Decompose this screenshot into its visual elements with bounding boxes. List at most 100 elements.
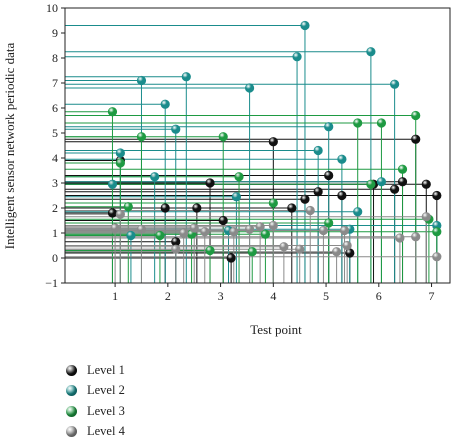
y-tick-label: 3 — [52, 176, 58, 190]
data-point — [324, 122, 333, 131]
data-point — [219, 132, 228, 141]
legend-item: Level 2 — [66, 381, 125, 402]
data-point — [353, 207, 362, 216]
y-tick-label: −1 — [45, 276, 58, 290]
data-point — [398, 165, 407, 174]
x-tick-label: 6 — [376, 289, 382, 303]
data-point — [116, 159, 125, 168]
data-point — [422, 212, 431, 221]
data-point — [306, 206, 315, 215]
data-point — [280, 242, 289, 251]
x-tick-label: 5 — [323, 289, 329, 303]
data-point — [127, 231, 136, 240]
data-point — [411, 135, 420, 144]
legend-swatch — [66, 385, 77, 396]
data-point — [301, 195, 310, 204]
legend-item: Level 4 — [66, 422, 125, 442]
legend-swatch — [66, 365, 77, 376]
data-point — [319, 226, 328, 235]
data-point — [353, 119, 362, 128]
data-point — [287, 204, 296, 213]
data-point — [206, 179, 215, 188]
data-point — [232, 192, 241, 201]
data-point — [227, 254, 236, 263]
data-point — [182, 72, 191, 81]
y-tick-label: 8 — [52, 51, 58, 65]
data-point — [396, 234, 405, 243]
data-point — [245, 225, 254, 234]
data-point — [295, 245, 304, 254]
data-point — [248, 247, 257, 256]
data-point — [116, 210, 125, 219]
data-point — [229, 227, 238, 236]
x-tick-label: 1 — [112, 289, 118, 303]
data-point — [411, 111, 420, 120]
data-point — [206, 246, 215, 255]
y-tick-label: 4 — [52, 151, 58, 165]
data-point — [171, 125, 180, 134]
legend-item: Level 1 — [66, 360, 125, 381]
data-point — [338, 191, 347, 200]
data-point — [108, 209, 117, 218]
data-point — [200, 227, 209, 236]
data-point — [293, 52, 302, 61]
data-point — [261, 230, 270, 239]
data-point — [301, 21, 310, 30]
data-point — [390, 80, 399, 89]
legend-swatch — [66, 406, 77, 417]
data-point — [108, 107, 117, 116]
data-point — [422, 180, 431, 189]
data-point — [161, 100, 170, 109]
data-point — [324, 171, 333, 180]
data-point — [377, 177, 386, 186]
data-point — [161, 204, 170, 213]
data-point — [340, 226, 349, 235]
data-point — [256, 222, 265, 231]
data-point — [156, 231, 165, 240]
data-point — [433, 252, 442, 261]
data-point — [269, 199, 278, 208]
data-point — [245, 84, 254, 93]
data-point — [116, 149, 125, 158]
y-axis-label: Intelligent sensor network periodic data — [2, 43, 17, 250]
data-point — [124, 202, 133, 211]
data-point — [269, 137, 278, 146]
x-tick-label: 2 — [165, 289, 171, 303]
data-point — [179, 229, 188, 238]
x-tick-label: 4 — [270, 289, 276, 303]
data-point — [190, 224, 199, 233]
data-point — [324, 219, 333, 228]
data-point — [390, 185, 399, 194]
data-point — [235, 172, 244, 181]
y-tick-label: 0 — [52, 251, 58, 265]
data-point — [171, 245, 180, 254]
x-axis-label: Test point — [250, 322, 302, 337]
y-tick-label: 1 — [52, 226, 58, 240]
data-point — [367, 180, 376, 189]
y-tick-label: 7 — [52, 76, 58, 90]
data-point — [343, 241, 352, 250]
data-point — [150, 172, 159, 181]
data-point — [367, 47, 376, 56]
data-point — [269, 221, 278, 230]
legend-item: Level 3 — [66, 401, 125, 422]
data-point — [137, 132, 146, 141]
data-point — [193, 204, 202, 213]
legend-label: Level 1 — [87, 363, 125, 378]
data-point — [314, 146, 323, 155]
legend: Level 1 Level 2 Level 3 Level 4 — [66, 360, 125, 442]
data-point — [338, 155, 347, 164]
data-point — [398, 177, 407, 186]
y-tick-label: 2 — [52, 201, 58, 215]
data-point — [219, 216, 228, 225]
legend-label: Level 4 — [87, 424, 125, 439]
x-tick-label: 7 — [429, 289, 435, 303]
data-point — [111, 224, 120, 233]
data-point — [108, 180, 117, 189]
legend-label: Level 2 — [87, 383, 125, 398]
y-tick-label: 9 — [52, 26, 58, 40]
y-tick-label: 6 — [52, 101, 58, 115]
data-point — [433, 191, 442, 200]
